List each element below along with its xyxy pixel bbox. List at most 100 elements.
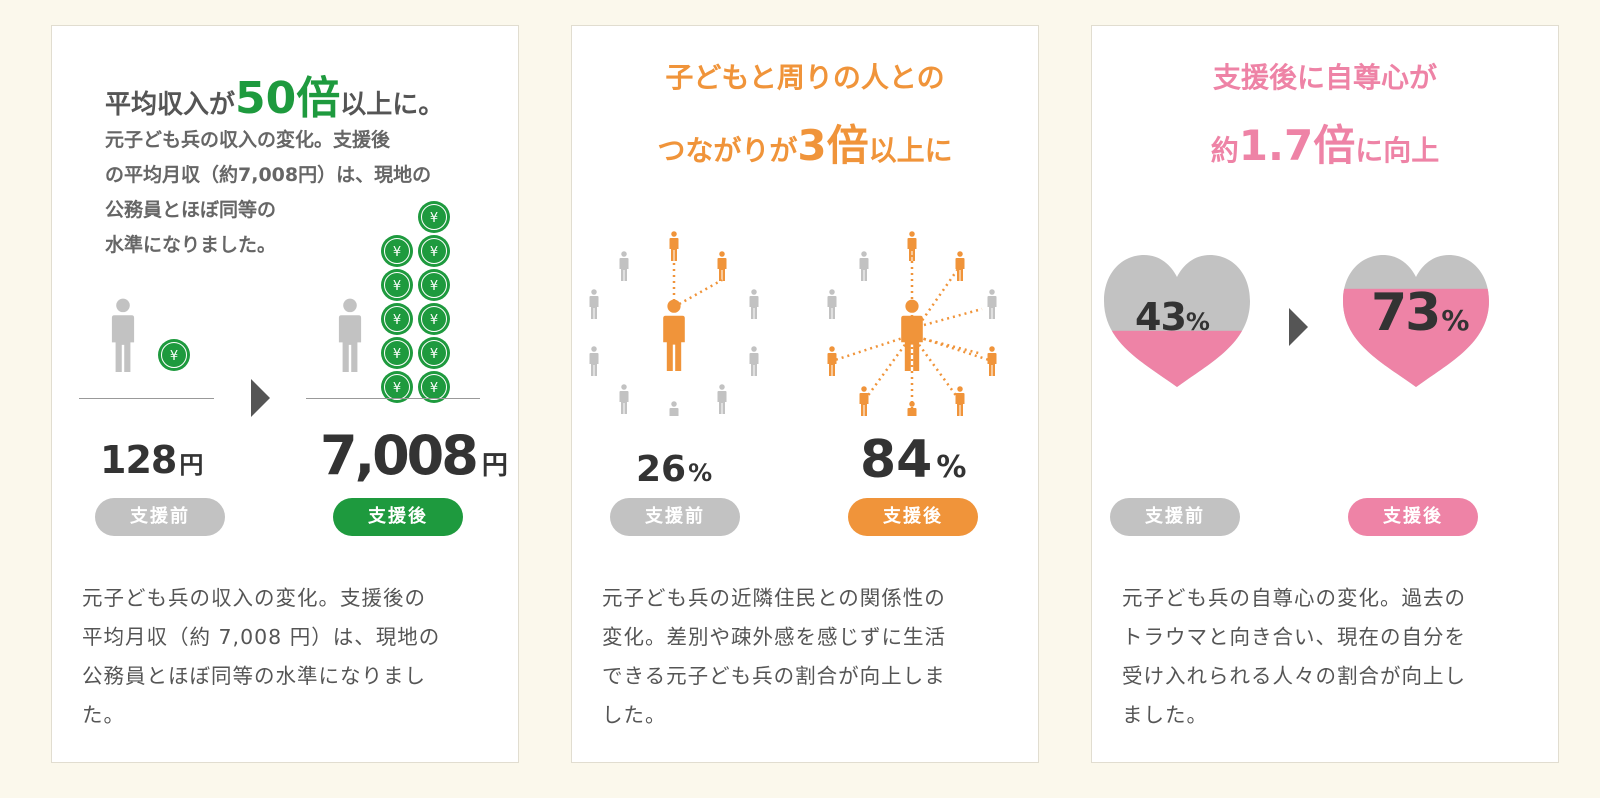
value-number: 43 xyxy=(1135,295,1187,339)
person-icon xyxy=(859,251,869,281)
connection-line xyxy=(862,334,914,402)
desc-line: 元子ども兵の自尊心の変化。過去の xyxy=(1122,586,1466,610)
person-icon xyxy=(619,384,629,414)
coin-icon: ¥ xyxy=(418,235,450,267)
desc-line: 平均月収（約 7,008 円）は、現地の xyxy=(82,625,441,649)
income-card: 平均収入が50倍以上に。 元子ども兵の収入の変化。支援後 の平均月収（約7,00… xyxy=(51,25,519,763)
after-badge: 支援後 xyxy=(1348,498,1478,536)
headline-post: に向上 xyxy=(1355,134,1440,167)
connection-description: 元子ども兵の近隣住民との関係性の 変化。差別や疎外感を感じずに生活 できる元子ど… xyxy=(602,579,1012,735)
connection-line xyxy=(923,337,983,356)
svg-text:¥: ¥ xyxy=(430,313,438,328)
svg-text:¥: ¥ xyxy=(393,381,401,396)
desc-line: 公務員とほぼ同等の水準になりまし xyxy=(82,664,426,688)
value-unit: 円 xyxy=(481,451,508,481)
svg-text:¥: ¥ xyxy=(393,347,401,362)
desc-line: た。 xyxy=(82,703,125,727)
svg-text:¥: ¥ xyxy=(430,347,438,362)
divider-line xyxy=(79,398,214,399)
value-unit: % xyxy=(1185,308,1210,336)
person-icon xyxy=(827,346,837,376)
coin-icon: ¥ xyxy=(381,235,413,267)
value-number: 84 xyxy=(860,430,933,490)
before-badge: 支援前 xyxy=(95,498,225,536)
person-before-icon xyxy=(111,298,135,372)
person-icon xyxy=(827,289,837,319)
arrow-right-icon xyxy=(251,379,270,417)
svg-text:¥: ¥ xyxy=(393,313,401,328)
headline-post: 以上に。 xyxy=(340,90,445,120)
before-badge: 支援前 xyxy=(610,498,740,536)
subtitle-line: の平均月収（約7,008円）は、現地の xyxy=(105,164,432,186)
after-badge: 支援後 xyxy=(848,498,978,536)
after-badge: 支援後 xyxy=(333,498,463,536)
connection-headline-line1: 子どもと周りの人との xyxy=(665,61,945,94)
desc-line: 元子ども兵の収入の変化。支援後の xyxy=(82,586,426,610)
connection-network-illustration xyxy=(589,231,997,416)
coin-icon: ¥ xyxy=(381,303,413,335)
subtitle-line: 元子ども兵の収入の変化。支援後 xyxy=(105,129,391,151)
coin-icon: ¥ xyxy=(418,269,450,301)
person-icon xyxy=(749,289,759,319)
person-icon xyxy=(619,251,629,281)
center-person-icon xyxy=(663,299,685,371)
desc-line: 受け入れられる人々の割合が向上し xyxy=(1122,664,1466,688)
desc-line: ました。 xyxy=(1122,703,1208,727)
value-number: 128 xyxy=(100,438,177,482)
heart-icon xyxy=(1343,255,1489,387)
value-unit: % xyxy=(1441,304,1470,337)
person-after-icon xyxy=(338,298,362,372)
svg-text:¥: ¥ xyxy=(170,349,178,364)
connection-line xyxy=(910,334,962,402)
heart-after: 73% xyxy=(1343,251,1489,391)
connection-line xyxy=(831,333,913,363)
person-icon xyxy=(717,251,727,281)
person-icon xyxy=(859,386,869,416)
headline-number: 3倍 xyxy=(797,121,869,170)
desc-line: 変化。差別や疎外感を感じずに生活 xyxy=(602,625,946,649)
before-value: 26% xyxy=(636,449,712,490)
value-number: 73 xyxy=(1371,283,1441,343)
value-unit: 円 xyxy=(179,451,203,479)
before-value: 128 円 xyxy=(100,438,203,482)
network-before xyxy=(589,231,759,416)
self-esteem-headline-line2: 約1.7倍に向上 xyxy=(1092,112,1558,173)
subtitle-line: 水準になりました。 xyxy=(105,234,277,256)
headline-pre: つながりが xyxy=(657,134,798,167)
person-icon xyxy=(589,289,599,319)
after-value: 84% xyxy=(860,430,966,490)
coin-icon: ¥ xyxy=(418,337,450,369)
person-icon xyxy=(907,401,917,416)
connection-line xyxy=(923,307,983,327)
desc-line: した。 xyxy=(602,703,667,727)
svg-text:¥: ¥ xyxy=(430,245,438,260)
after-value: 7,008 円 xyxy=(320,424,508,487)
coin-icon: ¥ xyxy=(381,269,413,301)
svg-text:¥: ¥ xyxy=(430,381,438,396)
desc-line: トラウマと向き合い、現在の自分を xyxy=(1122,625,1466,649)
connection-card: 子どもと周りの人との つながりが3倍以上に 26% 84% 支援前 支援後 元子… xyxy=(571,25,1039,763)
coin-icon: ¥ xyxy=(418,371,450,403)
person-icon xyxy=(749,346,759,376)
person-icon xyxy=(987,289,997,319)
person-icon xyxy=(717,384,727,414)
svg-text:¥: ¥ xyxy=(430,211,438,226)
arrow-right-icon xyxy=(1289,308,1308,346)
person-icon xyxy=(955,386,965,416)
income-headline: 平均収入が50倍以上に。 xyxy=(105,62,444,126)
coin-icon: ¥ xyxy=(381,371,413,403)
value-number: 26 xyxy=(636,449,687,490)
before-badge: 支援前 xyxy=(1110,498,1240,536)
svg-text:¥: ¥ xyxy=(430,279,438,294)
income-description: 元子ども兵の収入の変化。支援後の 平均月収（約 7,008 円）は、現地の 公務… xyxy=(82,579,492,735)
value-unit: % xyxy=(936,450,967,485)
coin-icon: ¥ xyxy=(381,337,413,369)
svg-text:¥: ¥ xyxy=(393,245,401,260)
desc-line: できる元子ども兵の割合が向上しま xyxy=(602,664,946,688)
connection-line xyxy=(673,278,723,309)
heart-icon xyxy=(1104,255,1250,387)
headline-number: 50倍 xyxy=(235,73,341,124)
coin-icon: ¥ xyxy=(157,338,191,376)
value-unit: % xyxy=(688,459,713,487)
person-icon xyxy=(669,231,679,261)
